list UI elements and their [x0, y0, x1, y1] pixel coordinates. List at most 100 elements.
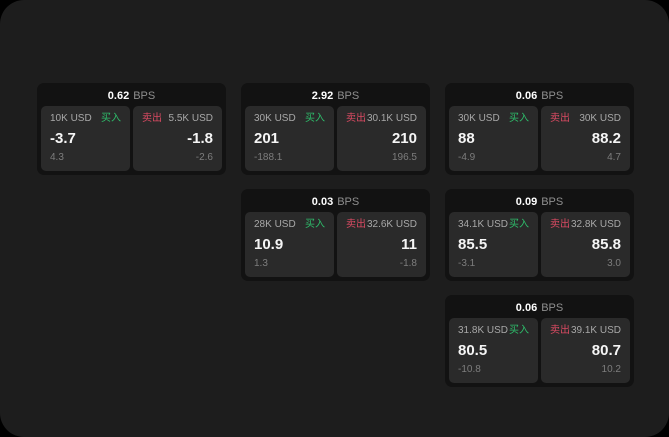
- bps-unit-label: BPS: [541, 90, 564, 102]
- quote-card: 0.03 BPS 28K USD 买入 10.9 1.3 卖出 32.6K US…: [241, 189, 430, 281]
- sell-panel[interactable]: 卖出 30K USD 88.2 4.7: [541, 106, 630, 171]
- quote-card: 0.62 BPS 10K USD 买入 -3.7 4.3 卖出 5.5K USD: [37, 83, 226, 175]
- buy-top-row: 30K USD 买入: [254, 113, 325, 125]
- sell-delta: 4.7: [607, 152, 621, 163]
- sell-price: 80.7: [591, 342, 621, 359]
- bps-header: 0.62 BPS: [41, 87, 222, 106]
- sell-notional: 5.5K USD: [168, 113, 213, 124]
- sell-notional: 30K USD: [579, 113, 621, 124]
- buy-panel[interactable]: 31.8K USD 买入 80.5 -10.8: [449, 318, 538, 383]
- buy-top-row: 34.1K USD 买入: [458, 219, 529, 231]
- buy-tag: 买入: [509, 219, 529, 230]
- bps-unit-label: BPS: [541, 302, 564, 314]
- sell-delta: -2.6: [195, 152, 213, 163]
- bps-unit-label: BPS: [337, 90, 360, 102]
- bps-header: 2.92 BPS: [245, 87, 426, 106]
- buy-price: 88: [458, 130, 475, 147]
- buy-panel[interactable]: 10K USD 买入 -3.7 4.3: [41, 106, 130, 171]
- quote-card-body: 30K USD 买入 201 -188.1 卖出 30.1K USD 210 1…: [245, 106, 426, 171]
- bps-value: 0.62: [107, 90, 130, 102]
- buy-delta: -3.1: [458, 258, 476, 269]
- quote-card-body: 34.1K USD 买入 85.5 -3.1 卖出 32.8K USD 85.8…: [449, 212, 630, 277]
- buy-top-row: 30K USD 买入: [458, 113, 529, 125]
- sell-top-row: 卖出 30K USD: [550, 113, 621, 125]
- bps-unit-label: BPS: [541, 196, 564, 208]
- sell-price: 85.8: [591, 236, 621, 253]
- quote-card-body: 31.8K USD 买入 80.5 -10.8 卖出 39.1K USD 80.…: [449, 318, 630, 383]
- sell-top-row: 卖出 39.1K USD: [550, 325, 621, 337]
- bps-value: 0.09: [515, 196, 538, 208]
- buy-notional: 30K USD: [458, 113, 500, 124]
- buy-delta: 1.3: [254, 258, 268, 269]
- buy-tag: 买入: [305, 113, 325, 124]
- quote-card-body: 28K USD 买入 10.9 1.3 卖出 32.6K USD 11 -1.8: [245, 212, 426, 277]
- sell-tag: 卖出: [550, 325, 570, 336]
- buy-notional: 10K USD: [50, 113, 92, 124]
- buy-notional: 30K USD: [254, 113, 296, 124]
- sell-top-row: 卖出 32.6K USD: [346, 219, 417, 231]
- buy-delta: -4.9: [458, 152, 476, 163]
- sell-panel[interactable]: 卖出 32.8K USD 85.8 3.0: [541, 212, 630, 277]
- sell-delta: 196.5: [391, 152, 417, 163]
- sell-notional: 39.1K USD: [570, 325, 621, 336]
- quote-card: 2.92 BPS 30K USD 买入 201 -188.1 卖出 30.1K …: [241, 83, 430, 175]
- buy-tag: 买入: [509, 113, 529, 124]
- buy-delta: 4.3: [50, 152, 64, 163]
- buy-price: -3.7: [50, 130, 76, 147]
- sell-price: 88.2: [591, 130, 621, 147]
- sell-panel[interactable]: 卖出 32.6K USD 11 -1.8: [337, 212, 426, 277]
- quote-card-grid: 0.62 BPS 10K USD 买入 -3.7 4.3 卖出 5.5K USD: [37, 83, 634, 387]
- buy-panel[interactable]: 28K USD 买入 10.9 1.3: [245, 212, 334, 277]
- sell-delta: -1.8: [399, 258, 417, 269]
- bps-header: 0.09 BPS: [449, 193, 630, 212]
- bps-value: 0.03: [311, 196, 334, 208]
- sell-notional: 32.6K USD: [366, 219, 417, 230]
- buy-panel[interactable]: 30K USD 买入 88 -4.9: [449, 106, 538, 171]
- sell-delta: 3.0: [607, 258, 621, 269]
- sell-price: 11: [401, 236, 417, 253]
- sell-panel[interactable]: 卖出 39.1K USD 80.7 10.2: [541, 318, 630, 383]
- quote-card: 0.06 BPS 31.8K USD 买入 80.5 -10.8 卖出 39.1…: [445, 295, 634, 387]
- buy-price: 10.9: [254, 236, 284, 253]
- buy-delta: -10.8: [458, 364, 481, 375]
- buy-tag: 买入: [305, 219, 325, 230]
- sell-delta: 10.2: [601, 364, 621, 375]
- bps-unit-label: BPS: [133, 90, 156, 102]
- buy-tag: 买入: [101, 113, 121, 124]
- sell-tag: 卖出: [346, 113, 366, 124]
- sell-notional: 30.1K USD: [366, 113, 417, 124]
- buy-panel[interactable]: 30K USD 买入 201 -188.1: [245, 106, 334, 171]
- bps-value: 0.06: [515, 90, 538, 102]
- sell-tag: 卖出: [550, 219, 570, 230]
- quote-card-body: 30K USD 买入 88 -4.9 卖出 30K USD 88.2 4.7: [449, 106, 630, 171]
- buy-top-row: 10K USD 买入: [50, 113, 121, 125]
- buy-notional: 28K USD: [254, 219, 296, 230]
- sell-price: -1.8: [187, 130, 213, 147]
- bps-header: 0.06 BPS: [449, 299, 630, 318]
- buy-price: 201: [254, 130, 280, 147]
- sell-panel[interactable]: 卖出 5.5K USD -1.8 -2.6: [133, 106, 222, 171]
- sell-price: 210: [391, 130, 417, 147]
- buy-notional: 34.1K USD: [458, 219, 509, 230]
- buy-price: 80.5: [458, 342, 488, 359]
- bps-value: 2.92: [311, 90, 334, 102]
- quote-card-body: 10K USD 买入 -3.7 4.3 卖出 5.5K USD -1.8 -2.…: [41, 106, 222, 171]
- bps-value: 0.06: [515, 302, 538, 314]
- sell-top-row: 卖出 30.1K USD: [346, 113, 417, 125]
- buy-top-row: 28K USD 买入: [254, 219, 325, 231]
- sell-tag: 卖出: [346, 219, 366, 230]
- bps-header: 0.03 BPS: [245, 193, 426, 212]
- buy-tag: 买入: [509, 325, 529, 336]
- quote-card: 0.09 BPS 34.1K USD 买入 85.5 -3.1 卖出 32.8K…: [445, 189, 634, 281]
- buy-notional: 31.8K USD: [458, 325, 509, 336]
- buy-panel[interactable]: 34.1K USD 买入 85.5 -3.1: [449, 212, 538, 277]
- buy-top-row: 31.8K USD 买入: [458, 325, 529, 337]
- sell-top-row: 卖出 32.8K USD: [550, 219, 621, 231]
- quote-card: 0.06 BPS 30K USD 买入 88 -4.9 卖出 30K USD: [445, 83, 634, 175]
- buy-delta: -188.1: [254, 152, 283, 163]
- sell-tag: 卖出: [142, 113, 162, 124]
- sell-panel[interactable]: 卖出 30.1K USD 210 196.5: [337, 106, 426, 171]
- bps-header: 0.06 BPS: [449, 87, 630, 106]
- bps-unit-label: BPS: [337, 196, 360, 208]
